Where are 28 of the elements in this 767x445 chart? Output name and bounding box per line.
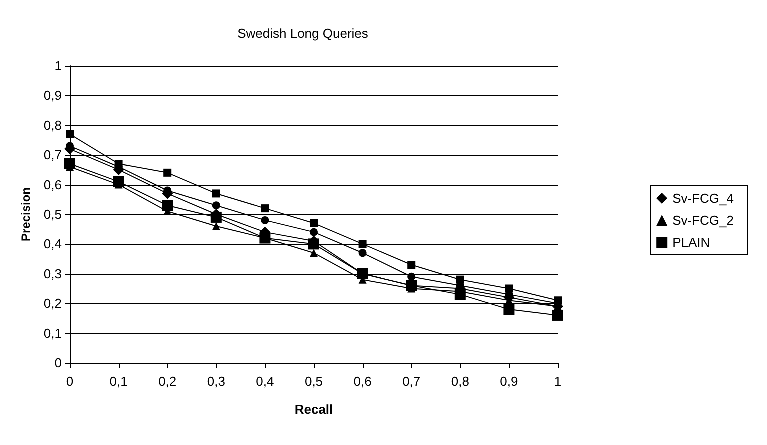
x-tick-label: 0,1 [110,374,128,389]
y-tick-label: 0,8 [44,118,62,133]
legend-label: Sv-FCG_4 [672,191,734,206]
x-tick-label: 0,8 [451,374,470,389]
legend-label: PLAIN [672,235,710,250]
x-tick-label: 0,6 [354,374,372,389]
x-tick-label: 0,2 [158,374,177,389]
x-tick-label: 0,7 [402,374,421,389]
x-tick-label: 0,5 [304,374,324,389]
y-tick-label: 1 [54,58,62,74]
y-tick-label: 0,1 [44,326,62,341]
y-tick-label: 0,6 [44,177,62,192]
y-tick-label: 0,4 [44,236,62,252]
y-tick-label: 0,9 [44,88,62,104]
x-tick-label: 0 [66,374,74,389]
y-tick-label: 0,5 [44,207,62,222]
x-tick-label: 0,9 [500,374,518,389]
y-tick-label: 0,2 [44,296,62,312]
chart-title: Swedish Long Queries [238,26,369,41]
x-tick-label: 1 [554,374,562,389]
x-tick-label: 0,3 [207,374,226,389]
legend-label: Sv-FCG_2 [672,213,734,228]
x-axis-title: Recall [294,402,334,417]
y-tick-label: 0,7 [44,148,62,163]
x-tick-label: 0,4 [256,374,274,389]
y-axis-title: Precision [19,187,33,242]
y-tick-label: 0 [54,356,62,370]
y-tick-label: 0,3 [44,266,62,282]
